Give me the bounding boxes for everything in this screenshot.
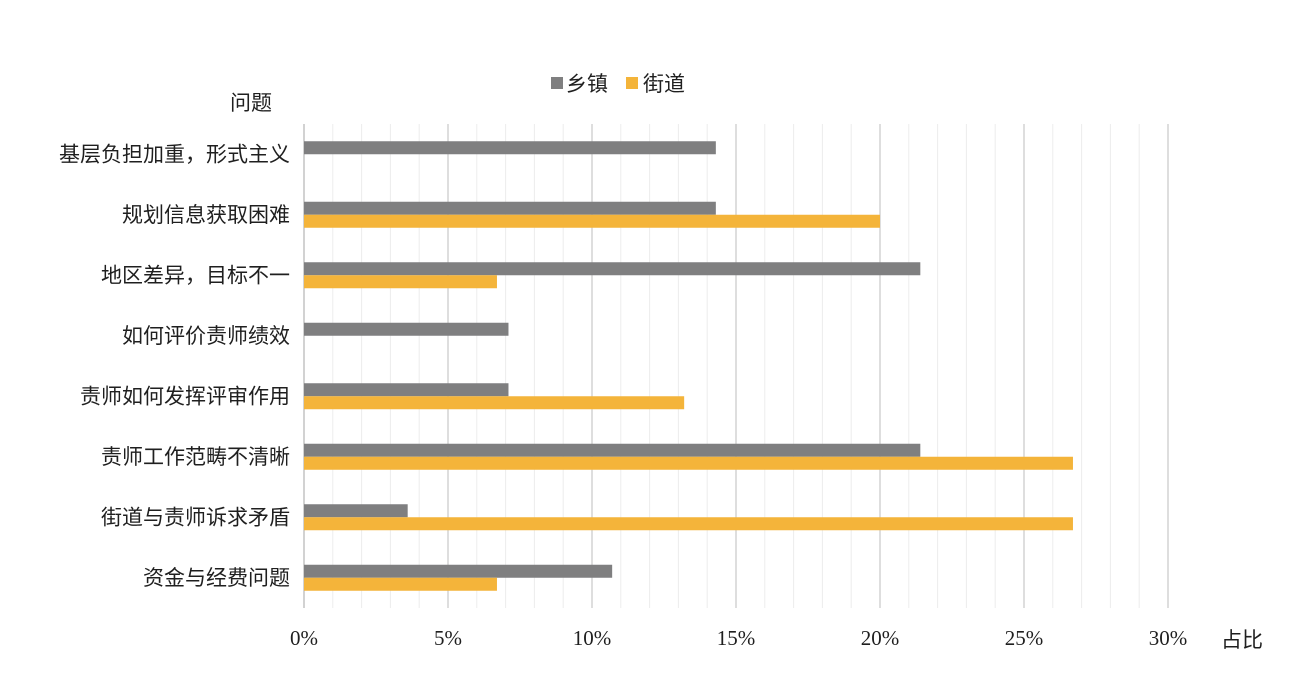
category-label: 基层负担加重，形式主义: [59, 142, 290, 166]
bar-街道: [304, 396, 685, 410]
bar-街道: [304, 214, 880, 228]
bar-乡镇: [304, 383, 509, 397]
bar-街道: [304, 517, 1073, 531]
category-label: 街道与责师诉求矛盾: [101, 505, 290, 529]
bar-街道: [304, 456, 1073, 470]
legend-label-乡镇: 乡镇: [566, 72, 608, 96]
x-tick-labels: 0% 5% 10% 15% 20% 25% 30%: [290, 626, 1187, 650]
bar-街道: [304, 275, 497, 289]
x-axis-title: 占比: [1221, 628, 1263, 652]
bar-乡镇: [304, 504, 408, 518]
bars: [304, 141, 1073, 591]
x-tick-label: 5%: [434, 626, 462, 650]
bar-乡镇: [304, 141, 716, 155]
legend-swatch-街道: [626, 77, 638, 89]
category-label: 如何评价责师绩效: [122, 324, 290, 348]
category-label: 地区差异，目标不一: [101, 263, 290, 287]
gridlines: [332, 124, 1169, 608]
x-tick-label: 0%: [290, 626, 318, 650]
bar-乡镇: [304, 262, 921, 276]
category-label: 资金与经费问题: [143, 566, 290, 590]
category-label: 责师工作范畴不清晰: [101, 445, 290, 469]
legend: 乡镇 街道: [551, 72, 685, 96]
bar-乡镇: [304, 443, 921, 457]
x-tick-label: 20%: [861, 626, 900, 650]
bar-乡镇: [304, 564, 613, 578]
y-axis-title: 问题: [230, 91, 272, 115]
bar-街道: [304, 577, 497, 591]
category-label: 责师如何发挥评审作用: [80, 384, 290, 408]
bar-乡镇: [304, 201, 716, 215]
bar-乡镇: [304, 322, 509, 336]
x-tick-label: 10%: [573, 626, 612, 650]
x-tick-label: 30%: [1149, 626, 1188, 650]
x-tick-label: 25%: [1005, 626, 1044, 650]
legend-swatch-乡镇: [551, 77, 563, 89]
x-tick-label: 15%: [717, 626, 756, 650]
category-labels: 基层负担加重，形式主义规划信息获取困难地区差异，目标不一如何评价责师绩效责师如何…: [59, 142, 290, 590]
category-label: 规划信息获取困难: [122, 203, 290, 227]
legend-label-街道: 街道: [643, 72, 685, 96]
